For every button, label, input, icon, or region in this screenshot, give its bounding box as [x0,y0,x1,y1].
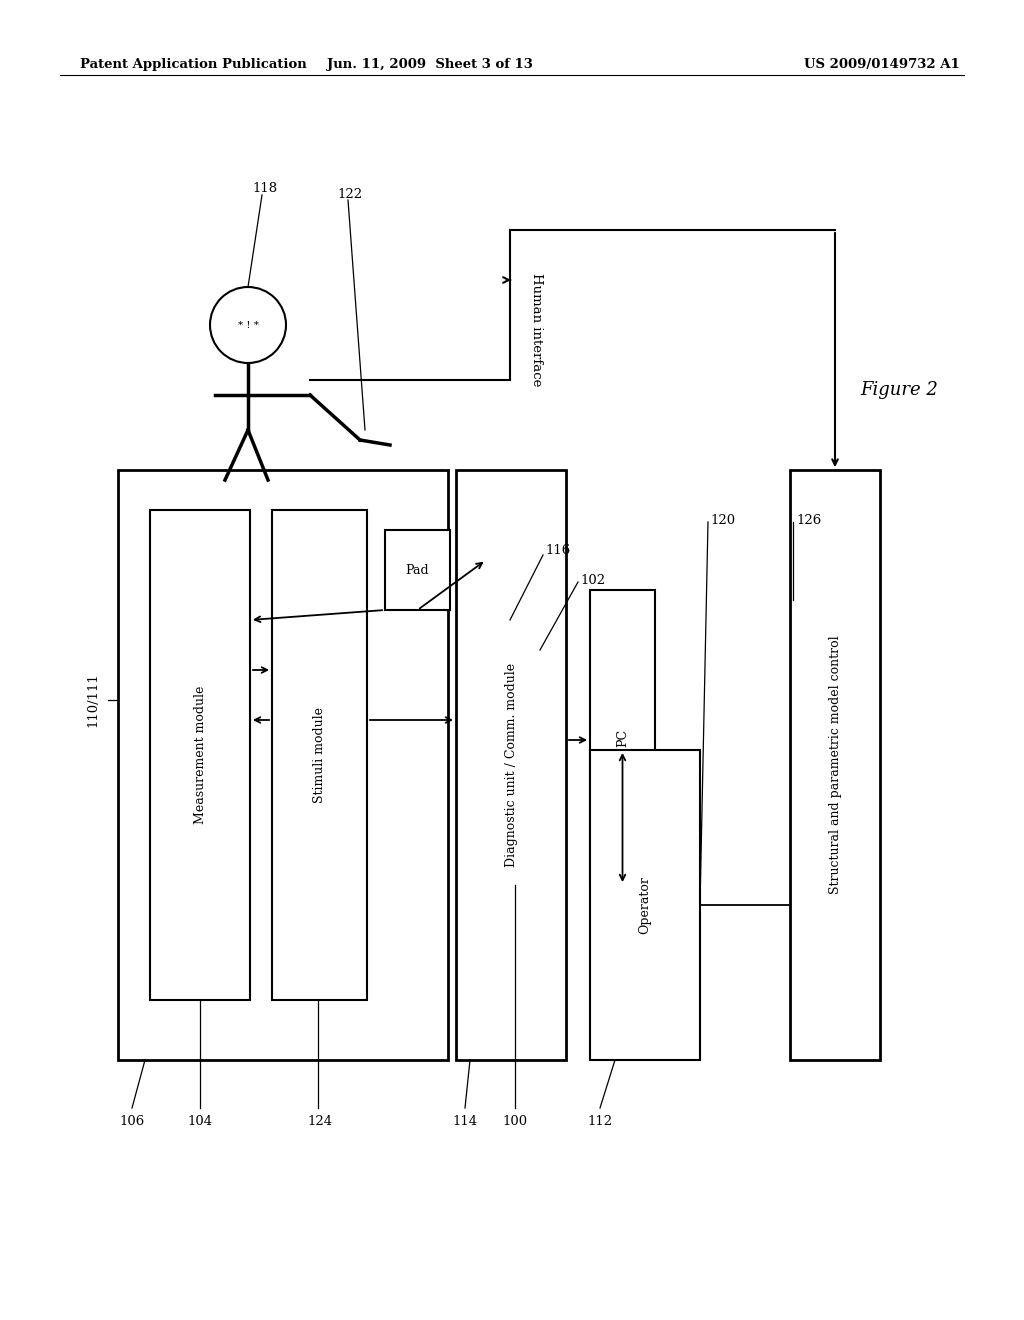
Text: 114: 114 [453,1115,477,1129]
Text: 122: 122 [338,189,362,202]
Text: 100: 100 [503,1115,527,1129]
Text: Human interface: Human interface [530,273,543,387]
Text: 120: 120 [710,513,735,527]
Text: 112: 112 [588,1115,612,1129]
Bar [150,510,250,1001]
Bar [790,470,880,1060]
Bar [272,510,367,1001]
Text: Figure 2: Figure 2 [860,381,938,399]
Text: Operator: Operator [639,876,651,935]
Text: 118: 118 [253,181,278,194]
Text: Diagnostic unit / Comm. module: Diagnostic unit / Comm. module [505,663,517,867]
Bar [385,531,450,610]
Text: 126: 126 [796,513,821,527]
Bar [456,470,566,1060]
Text: 116: 116 [545,544,570,557]
Bar [590,590,655,884]
Text: 124: 124 [307,1115,333,1129]
Text: 106: 106 [120,1115,144,1129]
Text: 110/111: 110/111 [86,673,99,727]
Text: Measurement module: Measurement module [194,686,207,824]
Text: Jun. 11, 2009  Sheet 3 of 13: Jun. 11, 2009 Sheet 3 of 13 [327,58,532,71]
Text: PC: PC [616,729,629,747]
Circle shape [210,286,286,363]
Text: 102: 102 [580,573,605,586]
Text: US 2009/0149732 A1: US 2009/0149732 A1 [804,58,961,71]
Text: Stimuli module: Stimuli module [313,708,326,803]
Text: Pad: Pad [406,564,429,577]
Text: * ! *: * ! * [238,321,258,330]
Text: Patent Application Publication: Patent Application Publication [80,58,307,71]
Bar [118,470,449,1060]
Text: Structural and parametric model control: Structural and parametric model control [828,636,842,895]
Bar [590,750,700,1060]
Text: 104: 104 [187,1115,213,1129]
